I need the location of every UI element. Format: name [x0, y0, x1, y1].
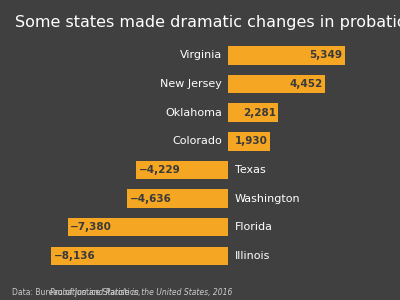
Text: Probation and Parole in the United States, 2016: Probation and Parole in the United State…	[50, 288, 232, 297]
Text: 5,349: 5,349	[310, 50, 342, 60]
Text: −7,380: −7,380	[70, 222, 112, 232]
Bar	[127, 189, 228, 208]
Text: −4,636: −4,636	[130, 194, 172, 203]
Text: Illinois: Illinois	[235, 251, 270, 261]
Bar	[51, 247, 228, 265]
Bar	[228, 46, 345, 64]
Text: New Jersey: New Jersey	[160, 79, 222, 89]
Text: Florida: Florida	[235, 222, 273, 232]
Text: Washington: Washington	[235, 194, 300, 203]
Text: 1,930: 1,930	[235, 136, 268, 146]
Text: Oklahoma: Oklahoma	[165, 108, 222, 118]
Text: −4,229: −4,229	[138, 165, 180, 175]
Text: Some states made dramatic changes in probation in 2016: Some states made dramatic changes in pro…	[15, 15, 400, 30]
Bar	[68, 218, 228, 236]
Text: 4,452: 4,452	[290, 79, 323, 89]
Text: Colorado: Colorado	[172, 136, 222, 146]
Text: −8,136: −8,136	[53, 251, 95, 261]
Bar	[228, 75, 325, 93]
Text: 2,281: 2,281	[243, 108, 276, 118]
Text: Data: Bureau of Justice Statistics,: Data: Bureau of Justice Statistics,	[12, 288, 143, 297]
Bar	[228, 132, 270, 151]
Text: Texas: Texas	[235, 165, 266, 175]
Text: Virginia: Virginia	[180, 50, 222, 60]
Bar	[228, 103, 278, 122]
Bar	[136, 160, 228, 179]
